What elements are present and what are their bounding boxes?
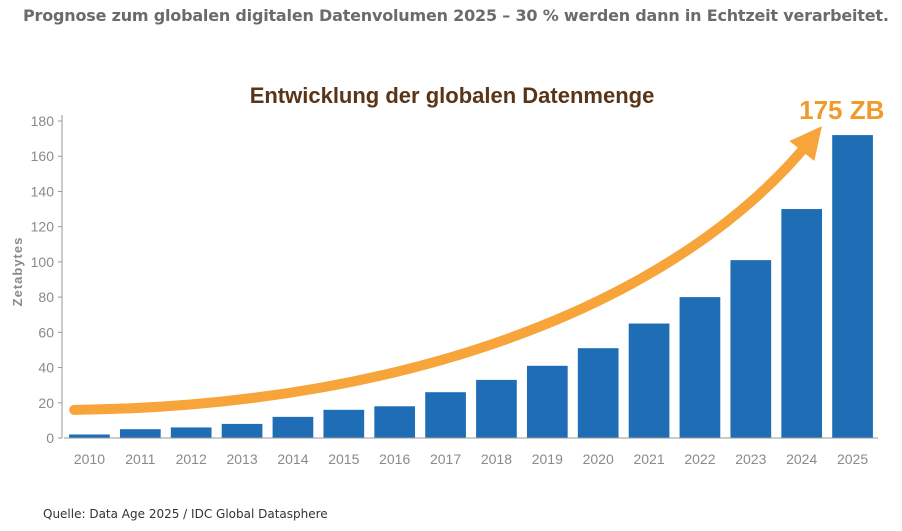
y-tick-label: 100 (31, 254, 55, 270)
y-tick-label: 60 (38, 324, 54, 340)
y-tick-label: 160 (31, 148, 55, 164)
bar-2021 (628, 323, 670, 438)
bar-2010 (69, 434, 110, 438)
y-tick-label: 0 (46, 430, 54, 446)
bar-series (69, 135, 873, 439)
x-tick-label: 2022 (684, 451, 715, 467)
y-tick-label: 40 (38, 360, 54, 376)
y-tick-label: 140 (31, 183, 55, 199)
x-tick-label: 2018 (481, 451, 512, 467)
bar-2016 (374, 406, 416, 438)
x-tick-label: 2021 (633, 451, 664, 467)
x-tick-label: 2023 (735, 451, 766, 467)
x-tick-label: 2019 (532, 451, 563, 467)
x-tick-label: 2020 (583, 451, 614, 467)
bar-2011 (119, 429, 161, 438)
y-tick-label: 80 (38, 289, 54, 305)
bar-2018 (476, 379, 517, 438)
y-axis-label: Zetabytes (10, 237, 25, 307)
x-tick-label: 2014 (277, 451, 308, 467)
bar-2017 (425, 392, 466, 438)
x-tick-label: 2010 (74, 451, 105, 467)
x-tick-label: 2015 (328, 451, 359, 467)
source-note: Quelle: Data Age 2025 / IDC Global Datas… (43, 507, 328, 521)
x-tick-label: 2013 (226, 451, 257, 467)
x-tick-label: 2024 (786, 451, 817, 467)
x-tick-label: 2025 (837, 451, 868, 467)
chart-title: Entwicklung der globalen Datenmenge (250, 83, 655, 108)
bar-2022 (679, 297, 721, 438)
x-tick-label: 2016 (379, 451, 410, 467)
annotation-label: 175 ZB (799, 95, 884, 125)
bar-2023 (730, 260, 772, 438)
bar-2012 (170, 427, 212, 438)
y-tick-label: 180 (31, 113, 55, 129)
bar-2014 (272, 416, 314, 438)
bar-2015 (323, 409, 365, 438)
bar-2019 (526, 365, 568, 438)
growth-arrow (69, 126, 822, 415)
bar-2025 (832, 135, 873, 439)
x-axis-ticks: 2010 2011 2012 2013 2014 2015 2016 2017 2018 2019… (74, 451, 868, 467)
x-tick-label: 2017 (430, 451, 461, 467)
x-tick-label: 2012 (176, 451, 207, 467)
bar-2020 (577, 348, 619, 438)
y-tick-label: 120 (31, 219, 55, 235)
page-headline: Prognose zum globalen digitalen Datenvol… (23, 6, 889, 25)
bar-2013 (221, 423, 263, 438)
y-axis-ticks: 0 20 40 60 80 100 120 140 160 180 (31, 113, 62, 446)
x-tick-label: 2011 (125, 451, 155, 467)
y-tick-label: 20 (38, 395, 54, 411)
bar-2024 (781, 209, 823, 438)
